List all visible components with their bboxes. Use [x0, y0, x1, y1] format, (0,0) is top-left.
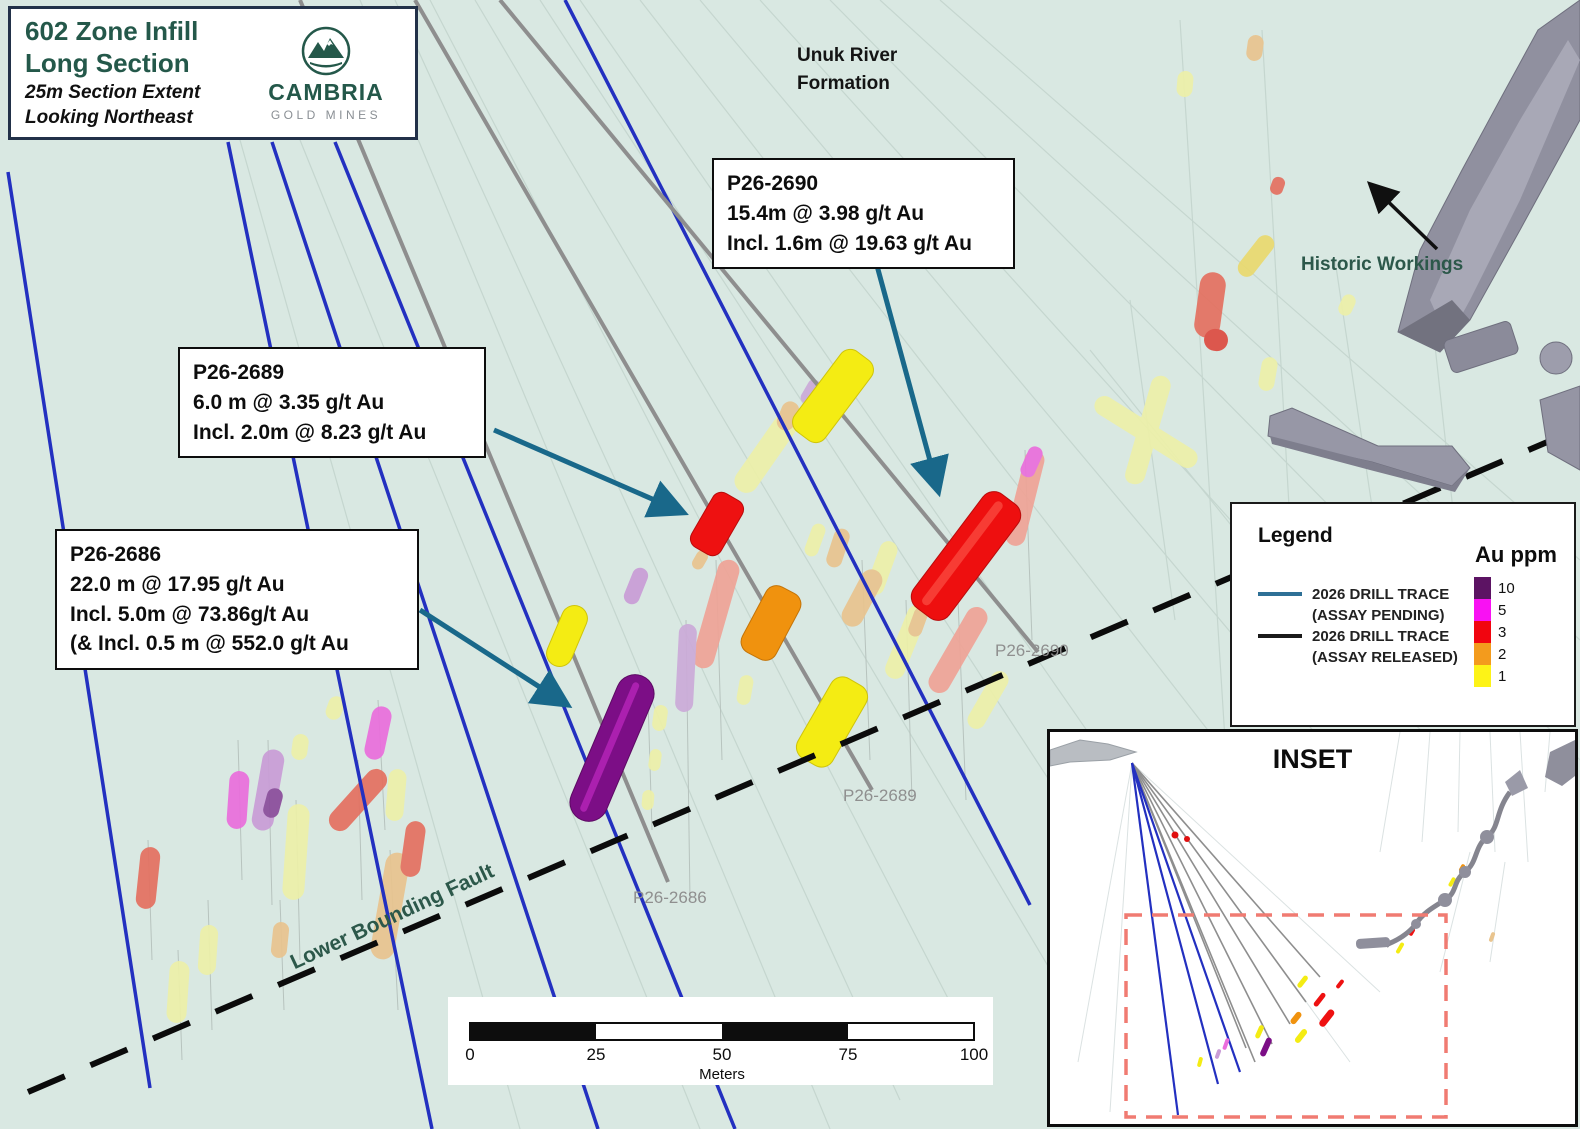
trace-label-2690: P26-2690: [995, 641, 1069, 660]
scale-tick-75: 75: [839, 1045, 858, 1064]
lower-bounding-fault-line: [26, 425, 1580, 1095]
historic-workings-arrow: [1366, 181, 1439, 251]
scale-tick-0: 0: [465, 1045, 474, 1064]
formation-line-2: Formation: [797, 72, 890, 94]
legend-entry-pending: 2026 DRILL TRACE (ASSAY PENDING): [1258, 584, 1449, 626]
company-logo: CAMBRIA GOLD MINES: [247, 25, 405, 122]
mountain-logo-icon: [301, 26, 351, 75]
title-box: 602 Zone Infill Long Section 25m Section…: [8, 6, 418, 140]
inset-title: INSET: [1272, 744, 1353, 774]
inset-interval-ticks: [1197, 864, 1496, 1067]
subtitle-line-1: 25m Section Extent: [25, 81, 201, 103]
colorbar-seg-3: [1474, 621, 1491, 643]
callout-arrows: [418, 261, 949, 709]
subtitle-line-2: Looking Northeast: [25, 106, 193, 128]
callout-2689-result-2: Incl. 2.0m @ 8.23 g/t Au: [193, 420, 427, 444]
scale-tick-25: 25: [587, 1045, 606, 1064]
scale-bar: 0 25 50 75 100 Meters: [448, 997, 993, 1085]
callout-2690-result-1: 15.4m @ 3.98 g/t Au: [727, 201, 925, 225]
callout-2686-hole-id: P26-2686: [70, 543, 162, 566]
pending-trace-swatch: [1258, 592, 1302, 596]
colorbar-stop-2: 2: [1474, 643, 1515, 665]
pending-trace-label: 2026 DRILL TRACE (ASSAY PENDING): [1312, 586, 1450, 624]
inset-faint-lines: [1077, 731, 1551, 1113]
callout-2690: P26-2690 15.4m @ 3.98 g/t Au Incl. 1.6m …: [712, 158, 1015, 270]
callout-2690-result-2: Incl. 1.6m @ 19.63 g/t Au: [727, 231, 972, 255]
scale-tick-50: 50: [713, 1045, 732, 1064]
formation-line-1: Unuk River: [797, 45, 898, 66]
arrow-to-2689-interval: [493, 427, 689, 518]
inset-scene: [1049, 731, 1575, 1119]
logo-tagline: GOLD MINES: [270, 107, 382, 122]
colorbar-seg-1: [1474, 665, 1491, 687]
scale-tick-100: 100: [960, 1045, 988, 1064]
historic-workings-mesh: [1267, 0, 1580, 492]
legend-entry-released: 2026 DRILL TRACE (ASSAY RELEASED): [1258, 626, 1458, 668]
au-ppm-title: Au ppm: [1475, 542, 1557, 567]
inset-workings: [1355, 740, 1575, 949]
colorbar-stop-3: 3: [1474, 621, 1515, 643]
title-line-1: 602 Zone Infill: [25, 16, 199, 47]
inset-extent-rectangle: [1124, 913, 1448, 1119]
figure-title: 602 Zone Infill Long Section 25m Section…: [25, 16, 247, 130]
callout-2686-result-1: 22.0 m @ 17.95 g/t Au: [70, 572, 285, 596]
colorbar-seg-10: [1474, 577, 1491, 599]
colorbar-stop-1: 1: [1474, 665, 1515, 687]
callout-2689-hole-id: P26-2689: [193, 361, 285, 384]
legend: Legend 2026 DRILL TRACE (ASSAY PENDING) …: [1230, 502, 1576, 727]
callout-2686: P26-2686 22.0 m @ 17.95 g/t Au Incl. 5.0…: [55, 529, 419, 671]
callout-2689-result-1: 6.0 m @ 3.35 g/t Au: [193, 390, 385, 414]
inset-red-dot: [1184, 836, 1190, 842]
formation-label: Unuk River Formation: [797, 42, 897, 97]
inset-terrain: [1049, 739, 1138, 767]
colorbar-seg-2: [1474, 643, 1491, 665]
colorbar-seg-5: [1474, 599, 1491, 621]
arrow-to-2686-interval: [418, 607, 573, 709]
legend-title: Legend: [1258, 524, 1333, 547]
callout-2686-result-2: Incl. 5.0m @ 73.86g/t Au: [70, 602, 310, 626]
assay-intervals: [546, 348, 1022, 822]
inset-released-traces: [1131, 762, 1321, 1063]
released-trace-swatch: [1258, 634, 1302, 638]
title-line-2: Long Section: [25, 47, 190, 78]
historic-intervals: [135, 35, 1356, 1023]
historic-workings-label: Historic Workings: [1301, 254, 1464, 275]
arrow-to-2690-interval: [873, 261, 949, 498]
scale-unit-label: Meters: [699, 1066, 745, 1083]
inset-map: INSET: [1047, 729, 1578, 1127]
logo-name: CAMBRIA: [268, 78, 384, 105]
callout-2686-result-3: (& Incl. 0.5 m @ 552.0 g/t Au: [70, 632, 349, 656]
callout-2690-hole-id: P26-2690: [727, 172, 819, 195]
colorbar-stop-5: 5: [1474, 599, 1515, 621]
scale-bar-graphic: 0 25 50 75 100 Meters: [465, 1022, 988, 1083]
inset-red-dot: [1171, 831, 1179, 839]
trace-label-2689: P26-2689: [843, 786, 917, 805]
colorbar-stop-10: 10: [1474, 577, 1515, 599]
inset-pending-traces: [1130, 762, 1242, 1116]
au-ppm-colorbar: 10 5 3 2 1: [1474, 577, 1515, 687]
callout-2689: P26-2689 6.0 m @ 3.35 g/t Au Incl. 2.0m …: [178, 347, 486, 459]
released-trace-label: 2026 DRILL TRACE (ASSAY RELEASED): [1312, 628, 1458, 666]
trace-label-2686: P26-2686: [633, 888, 707, 907]
